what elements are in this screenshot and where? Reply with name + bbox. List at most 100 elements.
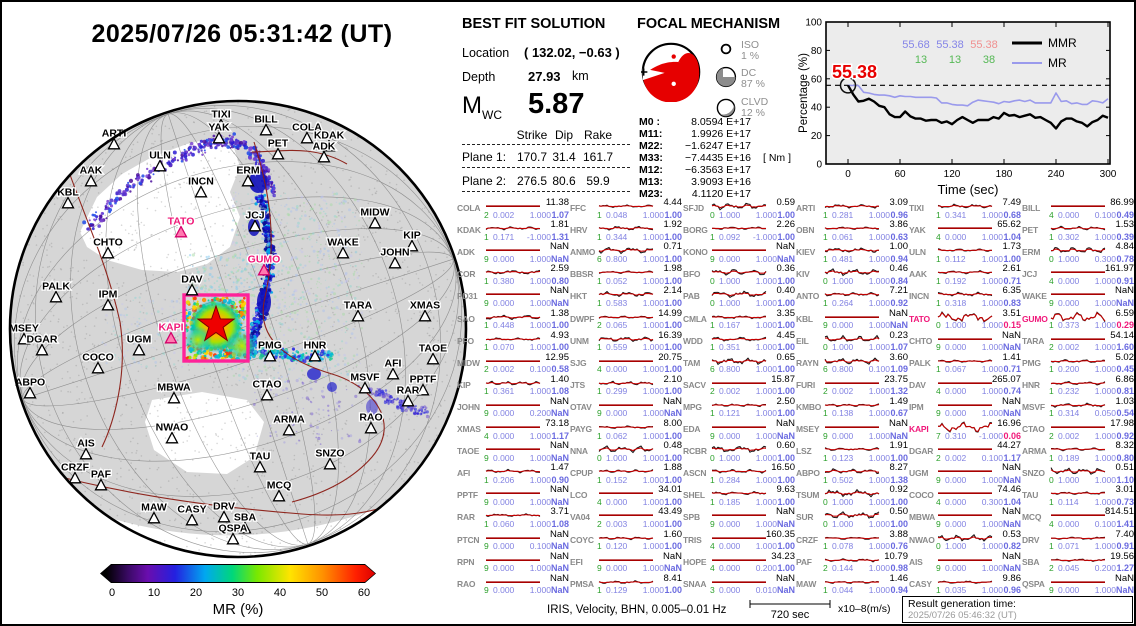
station-code: INCN	[909, 291, 929, 302]
map-station-label: PPTF	[410, 374, 437, 386]
station-correlation: 1.000	[868, 563, 890, 574]
station-correlation: 1.000	[755, 408, 777, 419]
station-cell-cor: COR 2.59 1 0.380 1.000 0.80	[457, 263, 570, 287]
station-fit-ratio: NaN	[1002, 408, 1021, 419]
station-quality-flag: 4	[484, 430, 489, 441]
station-weight: 0.000	[719, 541, 741, 551]
depth-label: Depth	[462, 70, 496, 84]
station-code: TATO	[909, 313, 930, 324]
station-cell-pab: PAB 0.40 0 1.000 1.000 1.00	[683, 285, 796, 309]
map-station-triangle-icon	[426, 352, 440, 365]
map-station-label: CRZF	[61, 462, 90, 474]
station-quality-flag: 0	[710, 275, 715, 286]
station-weight: 0.000	[719, 585, 741, 596]
legend-label-mr: MR	[1048, 56, 1067, 70]
station-cell-tsum: TSUM 0.92 0 1.000 1.000 1.00	[796, 484, 909, 508]
station-fit-ratio: 1.00	[664, 541, 682, 551]
map-station-triangle-icon	[153, 159, 167, 172]
station-amplitude: 2.10	[663, 373, 683, 385]
station-quality-flag: 2	[1049, 563, 1054, 574]
station-correlation: 1.000	[868, 253, 890, 264]
station-amplitude: 4.45	[776, 329, 796, 341]
station-code: MBWA	[909, 512, 936, 523]
station-amplitude: 1.47	[550, 462, 570, 474]
station-amplitude: 20.75	[658, 351, 682, 363]
station-amplitude: NaN	[1114, 572, 1134, 584]
station-weight: 0.299	[606, 386, 628, 397]
map-station-triangle-icon	[272, 489, 286, 502]
iso-pct: 1 %	[741, 50, 760, 62]
station-weight: 0.281	[832, 209, 854, 220]
legend-label-mmr: MMR	[1048, 36, 1077, 50]
moment-key: M11:	[639, 128, 663, 140]
station-fit-ratio: 0.92	[890, 297, 908, 308]
station-weight: 1.000	[719, 275, 741, 286]
station-cell-palk: PALK 1.41 1 0.067 1.000 0.71	[909, 352, 1022, 376]
station-correlation: 1.000	[642, 320, 664, 330]
station-quality-flag: 1	[936, 253, 941, 264]
station-code: PAYG	[570, 424, 592, 434]
station-cell-sba: SBA 19.56 2 0.045 0.200 1.27	[1022, 551, 1134, 575]
station-code: TAU	[1022, 490, 1039, 501]
station-code: KBL	[796, 313, 813, 324]
station-correlation: 1.000	[868, 408, 890, 419]
station-weight: 0.167	[719, 320, 741, 330]
station-fit-ratio: 1.00	[777, 496, 795, 507]
station-weight: 0.002	[493, 364, 515, 375]
station-quality-flag: 1	[1049, 386, 1054, 397]
result-time-box: Result generation time: 2025/07/26 05:46…	[902, 596, 1133, 623]
station-fit-ratio: NaN	[550, 408, 569, 419]
station-weight: 0.000	[945, 231, 967, 242]
station-cell-hrv: HRV 1.92 1 0.344 1.000 1.00	[570, 219, 683, 243]
station-quality-flag: 1	[710, 231, 715, 242]
moment-value: 3.9093 E+16	[691, 176, 751, 188]
station-weight: 0.002	[1058, 430, 1080, 441]
station-correlation: 1.000	[868, 541, 890, 551]
station-amplitude: 2.26	[776, 219, 796, 231]
map-station-label: KAPI	[158, 322, 183, 334]
station-code: TSUM	[796, 490, 820, 501]
station-correlation: 0.200	[755, 563, 777, 574]
station-quality-flag: 4	[597, 496, 602, 507]
station-quality-flag: 9	[936, 474, 941, 485]
station-fit-ratio: 1.00	[890, 452, 908, 463]
table-col-dip: Dip	[554, 128, 573, 142]
station-fit-ratio: 0.71	[1003, 364, 1021, 375]
map-station-label: JCJ	[245, 210, 264, 222]
station-quality-flag: 1	[597, 474, 602, 485]
station-amplitude: NaN	[775, 241, 795, 253]
map-station-triangle-icon	[388, 256, 402, 269]
station-correlation: 1.000	[529, 297, 551, 308]
station-weight: 1.000	[1058, 253, 1080, 264]
station-amplitude: NaN	[1001, 506, 1021, 518]
station-quality-flag: 1	[484, 474, 489, 485]
station-fit-ratio: 1.00	[664, 253, 682, 264]
station-cell-sacv: SACV 15.87 2 0.002 1.000 1.00	[683, 374, 796, 398]
station-weight: 0.052	[606, 275, 628, 286]
station-weight: 0.380	[493, 275, 515, 286]
station-quality-flag: 1	[1049, 320, 1054, 330]
station-code: CTAO	[1022, 424, 1045, 434]
station-correlation: 1.000	[868, 430, 890, 441]
colorbar-label: MR (%)	[212, 601, 264, 618]
magnitude-value: 5.87	[528, 88, 585, 120]
station-quality-flag: 1	[1049, 364, 1054, 375]
station-fit-ratio: 1.08	[551, 518, 569, 529]
station-weight: 0.044	[832, 585, 854, 596]
station-cell-hkt: HKT 2.14 1 0.583 1.000 1.00	[570, 285, 683, 309]
map-station-triangle-icon	[336, 246, 350, 259]
station-amplitude: 160.35	[765, 528, 795, 540]
station-weight: 0.078	[832, 541, 854, 551]
station-fit-ratio: 0.94	[890, 253, 908, 264]
station-correlation: 1.000	[868, 209, 890, 220]
map-station-triangle-icon	[401, 394, 415, 407]
map-station-label: TATO	[168, 216, 195, 228]
station-cell-cpup: CPUP 1.88 1 0.152 1.000 1.00	[570, 462, 683, 486]
station-cell-ctao: CTAO 17.98 2 0.002 1.000 0.92	[1022, 418, 1134, 442]
station-cell-bbsr: BBSR 1.98 1 0.052 1.000 1.00	[570, 263, 683, 287]
station-cell-pd31: PD31 NaN 9 0.000 1.000 NaN	[457, 285, 570, 309]
map-station-label: ABPO	[15, 377, 45, 389]
station-cell-nwao: NWAO 0.53 0 1.000 1.000 0.82	[909, 529, 1022, 553]
station-code: KONO	[683, 247, 708, 258]
station-cell-coco: COCO 74.46 4 0.000 0.300 1.04	[909, 484, 1022, 508]
